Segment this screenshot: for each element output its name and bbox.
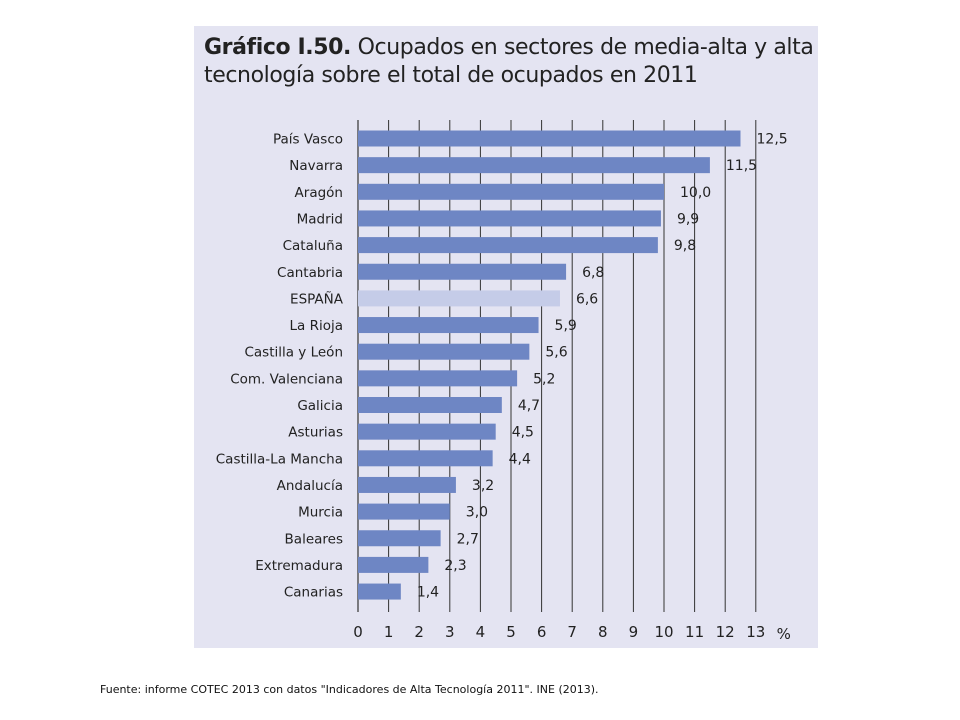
- x-tick-label: 6: [537, 623, 547, 641]
- bar-la-rioja: [358, 317, 539, 334]
- data-label: 5,6: [545, 345, 567, 361]
- bar-canarias: [358, 583, 401, 600]
- bar-galicia: [358, 397, 502, 413]
- x-axis-ticks: 0 1 2 3 4 5 6 7 8 9 10 11 12 13%: [353, 623, 791, 643]
- data-label: 10,0: [680, 185, 711, 201]
- x-tick-label: 11: [685, 623, 704, 641]
- bar-baleares: [358, 530, 441, 547]
- data-label: 4,4: [509, 451, 531, 467]
- category-label: Navarra: [289, 158, 343, 174]
- category-label: Aragón: [295, 185, 343, 201]
- bar-extremadura: [358, 556, 429, 573]
- bar-cantabria: [358, 263, 567, 280]
- chart-title-number: Gráfico I.50.: [204, 35, 351, 60]
- category-label: Cataluña: [283, 238, 343, 254]
- bar-castilla-y-le-n: [358, 343, 530, 360]
- category-label: La Rioja: [290, 318, 344, 334]
- source-note: Fuente: informe COTEC 2013 con datos "In…: [100, 683, 599, 696]
- x-tick-label: 10: [654, 623, 673, 641]
- x-tick-label: 4: [476, 623, 486, 641]
- x-tick-label: 5: [506, 623, 516, 641]
- category-label: Extremadura: [255, 558, 343, 574]
- category-label: Andalucía: [277, 478, 343, 494]
- data-label: 3,0: [466, 505, 488, 521]
- category-label: ESPAÑA: [290, 290, 344, 307]
- data-label: 9,8: [674, 238, 696, 254]
- category-label: Castilla y León: [244, 345, 343, 361]
- bar-espa-a: [358, 290, 560, 307]
- category-label: Castilla-La Mancha: [216, 451, 343, 467]
- data-label: 6,6: [576, 291, 598, 307]
- bars: [358, 130, 741, 600]
- category-label: País Vasco: [273, 132, 343, 148]
- bar-navarra: [358, 157, 710, 174]
- bar-castilla-la-mancha: [358, 450, 493, 467]
- data-labels: 12,511,5 10,0 9,9 9,8 6,8 6,6 5,9 5,6 5,2 4,7 4,5 4…: [417, 132, 788, 601]
- grid-lines: [357, 120, 757, 612]
- category-label: Madrid: [297, 211, 343, 227]
- chart-title-text: Ocupados en sectores de media-alta y alt…: [204, 35, 814, 88]
- category-label: Galicia: [297, 398, 343, 414]
- data-label: 4,5: [512, 425, 534, 441]
- data-label: 5,9: [555, 318, 577, 334]
- bar-catalu-a: [358, 237, 658, 254]
- bar-arag-n: [358, 183, 664, 200]
- x-tick-label: 0: [353, 623, 363, 641]
- data-label: 3,2: [472, 478, 494, 494]
- data-label: 2,7: [457, 531, 479, 547]
- x-tick-label: 8: [598, 623, 608, 641]
- chart-title: Gráfico I.50. Ocupados en sectores de me…: [204, 34, 814, 90]
- data-label: 9,9: [677, 211, 699, 227]
- data-label: 2,3: [444, 558, 466, 574]
- x-tick-label: 2: [414, 623, 424, 641]
- x-tick-label: 7: [567, 623, 577, 641]
- x-axis-unit: %: [777, 625, 791, 643]
- x-tick-label: 12: [716, 623, 735, 641]
- data-label: 5,2: [533, 371, 555, 387]
- data-label: 11,5: [726, 158, 757, 174]
- data-label: 4,7: [518, 398, 540, 414]
- category-label: Canarias: [284, 585, 343, 601]
- data-label: 1,4: [417, 585, 439, 601]
- x-tick-label: 9: [629, 623, 639, 641]
- category-label: Cantabria: [277, 265, 343, 281]
- bar-pa-s-vasco: [358, 130, 741, 147]
- category-labels: País Vasco Navarra Aragón Madrid Cataluña Can…: [216, 132, 344, 601]
- bar-madrid: [358, 210, 661, 227]
- category-label: Baleares: [285, 531, 343, 547]
- x-tick-label: 13: [746, 623, 765, 641]
- x-tick-label: 1: [384, 623, 394, 641]
- bar-com-valenciana: [358, 370, 518, 387]
- data-label: 12,5: [757, 132, 788, 148]
- category-label: Murcia: [298, 505, 343, 521]
- chart-panel: [194, 26, 818, 648]
- x-tick-label: 3: [445, 623, 455, 641]
- bar-andaluc-a: [358, 476, 456, 493]
- data-label: 6,8: [582, 265, 604, 281]
- category-label: Asturias: [288, 425, 343, 441]
- bar-asturias: [358, 423, 496, 440]
- category-label: Com. Valenciana: [230, 371, 343, 387]
- bar-murcia: [358, 503, 450, 520]
